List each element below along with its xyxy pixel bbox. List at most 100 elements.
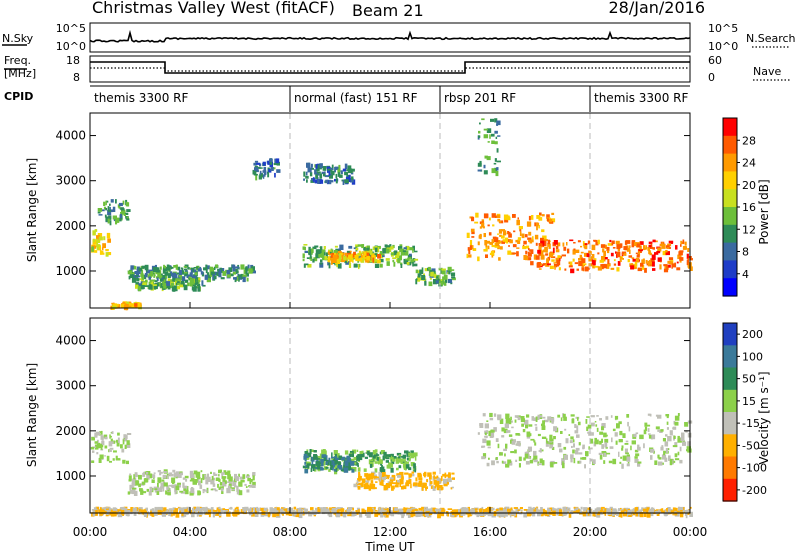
data-cell [510,451,515,454]
data-cell [134,472,138,478]
data-cell [613,263,617,266]
data-cell [103,201,106,206]
data-cell [667,243,672,247]
data-cell [675,245,678,250]
data-cell [307,264,312,268]
data-cell [364,485,369,490]
data-cell [648,434,652,439]
data-cell [670,510,675,513]
data-cell [407,508,412,511]
data-cell [410,261,413,264]
data-cell [154,488,158,491]
data-cell [398,509,403,512]
data-cell [249,481,252,485]
data-cell [330,180,334,183]
data-cell [217,483,219,488]
data-cell [666,427,669,430]
data-cell [536,507,538,510]
data-cell [622,433,626,438]
data-cell [317,508,321,513]
data-cell [112,507,118,513]
data-cell [381,459,383,464]
data-cell [132,486,135,489]
data-cell [520,509,523,512]
data-cell [627,461,630,464]
data-cell [360,452,365,458]
data-cell [495,457,498,460]
data-cell [475,212,479,218]
data-cell [533,440,536,443]
data-cell [103,434,108,439]
data-cell [163,283,167,289]
data-cell [345,465,350,470]
data-cell [628,255,633,258]
data-cell [651,254,656,260]
data-cell [668,509,670,512]
data-cell [202,491,205,494]
data-cell [489,242,493,245]
data-cell [157,470,161,473]
data-cell [97,244,101,247]
data-cell [319,507,323,513]
data-cell [362,255,366,261]
data-cell [611,437,613,443]
data-cell [646,512,651,518]
data-cell [109,220,112,226]
data-cell [251,270,256,274]
data-cell [604,438,609,443]
data-cell [209,266,214,272]
data-cell [162,512,166,516]
data-cell [521,233,525,239]
data-cell [270,166,274,171]
data-cell [591,254,595,259]
data-cell [125,201,128,207]
data-cell [238,276,242,280]
data-cell [380,512,384,518]
data-cell [396,480,400,483]
data-cell [388,454,392,458]
data-cell [547,416,552,421]
data-cell [488,217,491,221]
data-cell [621,445,624,449]
data-cell [390,453,394,459]
data-cell [319,173,323,179]
data-cell [253,509,256,513]
data-cell [135,284,138,289]
data-cell [129,484,131,491]
data-cell [519,231,522,237]
data-cell [96,242,99,248]
data-cell [179,490,184,493]
data-cell [151,279,155,282]
data-cell [535,426,538,431]
data-cell [282,508,287,511]
data-cell [327,512,330,516]
data-cell [615,240,620,245]
data-cell [442,276,445,282]
data-cell [552,247,555,253]
data-cell [321,249,326,253]
data-cell [575,510,581,513]
data-cell [100,430,103,436]
data-cell [325,252,328,258]
data-cell [413,463,416,469]
data-cell [257,166,261,169]
data-cell [221,269,223,273]
data-cell [100,507,103,513]
data-cell [327,251,330,255]
data-cell [608,460,613,464]
data-cell [428,281,433,287]
data-cell [128,303,133,306]
data-cell [497,135,501,137]
data-cell [307,167,312,173]
data-cell [662,462,664,465]
data-cell [409,247,413,251]
data-cell [137,269,141,275]
data-cell [135,282,140,286]
data-cell [270,508,275,514]
data-cell [387,476,389,480]
data-cell [485,430,489,433]
data-cell [304,451,308,455]
data-cell [509,462,513,466]
